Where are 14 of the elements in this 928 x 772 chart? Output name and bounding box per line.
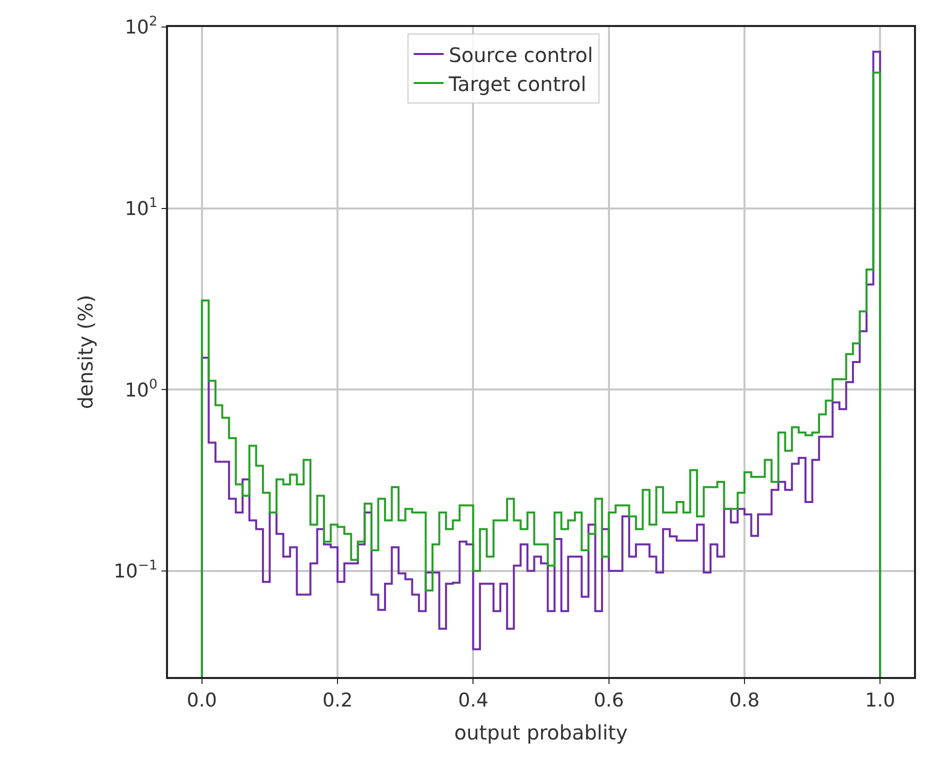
x-tick-label: 0.8 (729, 690, 760, 712)
x-tick-label: 0.2 (322, 690, 353, 712)
x-axis-title: output probablity (454, 720, 628, 745)
y-tick-label: 10$^{−1}$ (114, 558, 158, 583)
legend-label: Target control (448, 72, 586, 96)
x-tick-label: 1.0 (864, 690, 896, 712)
y-axis-title: density (%) (74, 294, 98, 410)
y-tick-label: 10$^{1}$ (124, 196, 158, 220)
x-tick-label: 0.6 (594, 690, 624, 712)
x-tick-label: 0.0 (186, 690, 218, 712)
y-tick-label: 10$^{0}$ (124, 377, 158, 402)
x-tick-label: 0.4 (458, 690, 488, 712)
y-tick-label: 10$^{2}$ (124, 14, 158, 39)
legend-label: Source control (448, 42, 594, 67)
